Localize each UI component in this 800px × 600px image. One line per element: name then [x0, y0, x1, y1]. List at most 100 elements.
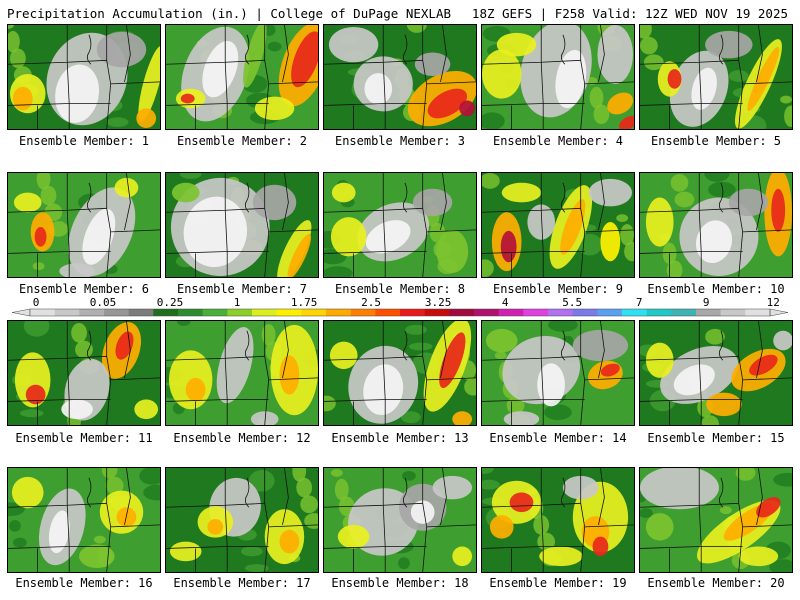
ensemble-member-caption: Ensemble Member: 14 — [489, 431, 627, 445]
precip-texture-blob — [296, 477, 313, 498]
state-border-line — [718, 330, 724, 361]
state-border-line — [8, 103, 70, 106]
precip-contour-region — [673, 364, 715, 396]
state-border-line — [225, 502, 265, 506]
state-border-line — [422, 468, 428, 572]
precip-map-canvas — [482, 321, 634, 425]
precip-contour-region — [527, 204, 556, 240]
precip-texture-blob — [181, 485, 208, 504]
precip-texture-blob — [263, 25, 276, 36]
state-border-line — [8, 546, 70, 549]
precip-texture-blob — [19, 409, 44, 418]
ensemble-member-caption: Ensemble Member: 18 — [331, 576, 469, 590]
ensemble-member-caption: Ensemble Member: 5 — [650, 134, 782, 148]
state-border-line — [738, 173, 744, 277]
precip-texture-blob — [367, 321, 380, 329]
precip-texture-blob — [374, 187, 397, 198]
colorbar-tick-label: 0 — [33, 296, 40, 309]
precip-texture-blob — [73, 25, 87, 33]
precip-contour-region — [619, 116, 634, 129]
colorbar-swatch — [375, 309, 401, 316]
precip-texture-blob — [101, 468, 118, 479]
colorbar-swatch — [696, 309, 721, 316]
state-border-line — [225, 207, 265, 211]
precip-map-canvas — [166, 468, 318, 572]
state-border-line — [86, 330, 92, 361]
precip-map-canvas — [8, 468, 160, 572]
ensemble-member-caption: Ensemble Member: 1 — [18, 134, 150, 148]
state-border-line — [640, 25, 700, 65]
state-border-line — [67, 355, 107, 359]
state-border-line — [86, 34, 92, 65]
precip-contour-region — [640, 468, 719, 510]
state-border-line — [756, 25, 763, 82]
precip-texture-blob — [670, 173, 689, 192]
state-border-line — [598, 173, 605, 230]
precip-map-canvas — [640, 173, 792, 277]
state-border-line — [482, 25, 542, 65]
precip-texture-blob — [406, 25, 427, 33]
precip-texture-blob — [267, 41, 282, 52]
state-border-line — [268, 377, 318, 381]
precip-texture-blob — [408, 342, 433, 351]
precip-map-canvas — [8, 173, 160, 277]
precip-contour-region — [243, 25, 267, 88]
state-border-line — [699, 59, 739, 63]
state-border-line — [640, 103, 702, 106]
colorbar-tick-label: 0.25 — [157, 296, 184, 309]
ensemble-member-map — [7, 172, 161, 278]
colorbar-tick-label: 2.5 — [361, 296, 381, 309]
precip-map-canvas — [324, 25, 476, 129]
precip-contour-region — [539, 546, 583, 567]
precip-texture-blob — [179, 173, 202, 179]
state-border-line — [110, 377, 160, 381]
state-border-line — [718, 182, 724, 213]
colorbar-tick-label: 7 — [636, 296, 643, 309]
precip-contour-region — [645, 513, 674, 541]
state-border-line — [324, 546, 386, 549]
precip-texture-blob — [244, 564, 269, 572]
colorbar-swatch — [153, 309, 179, 316]
colorbar-tick-label: 0.05 — [90, 296, 117, 309]
state-border-line — [482, 468, 542, 508]
state-border-line — [482, 546, 544, 549]
state-border-line — [422, 321, 428, 425]
precip-texture-blob — [544, 404, 572, 421]
state-border-line — [264, 25, 270, 129]
precip-texture-blob — [784, 105, 792, 128]
state-border-line — [402, 34, 408, 65]
precip-contour-region — [691, 67, 717, 110]
precip-contour-region — [509, 492, 534, 513]
ensemble-member-map — [481, 172, 635, 278]
run-info: 18Z GEFS | F258 Valid: 12Z WED NOV 19 20… — [471, 6, 788, 21]
state-border-line — [268, 81, 318, 85]
precip-texture-blob — [482, 479, 500, 490]
ensemble-member-map — [481, 24, 635, 130]
precip-contour-region — [279, 355, 300, 395]
state-border-line — [426, 81, 476, 85]
precip-texture-blob — [324, 395, 336, 412]
state-border-line — [560, 330, 566, 361]
precip-texture-blob — [482, 112, 505, 129]
precip-contour-region — [48, 510, 70, 554]
state-border-line — [244, 34, 250, 65]
precip-map-canvas — [8, 321, 160, 425]
ensemble-member-caption: Ensemble Member: 12 — [173, 431, 311, 445]
state-border-line — [324, 173, 384, 213]
state-border-line — [66, 505, 111, 547]
state-border-line — [640, 399, 702, 402]
state-border-line — [698, 505, 743, 547]
precip-contour-region — [207, 519, 224, 535]
precip-map-canvas — [324, 468, 476, 572]
precip-texture-blob — [241, 546, 263, 557]
precip-contour-region — [738, 546, 779, 567]
state-border-line — [264, 321, 270, 425]
ensemble-member-map — [323, 320, 477, 426]
precip-texture-blob — [640, 508, 653, 519]
colorbar-swatch — [548, 309, 573, 316]
precip-map-canvas — [640, 321, 792, 425]
ensemble-member-caption: Ensemble Member: 9 — [492, 282, 624, 296]
state-border-line — [584, 81, 634, 85]
precip-texture-blob — [93, 535, 106, 544]
precip-texture-blob — [207, 556, 222, 567]
